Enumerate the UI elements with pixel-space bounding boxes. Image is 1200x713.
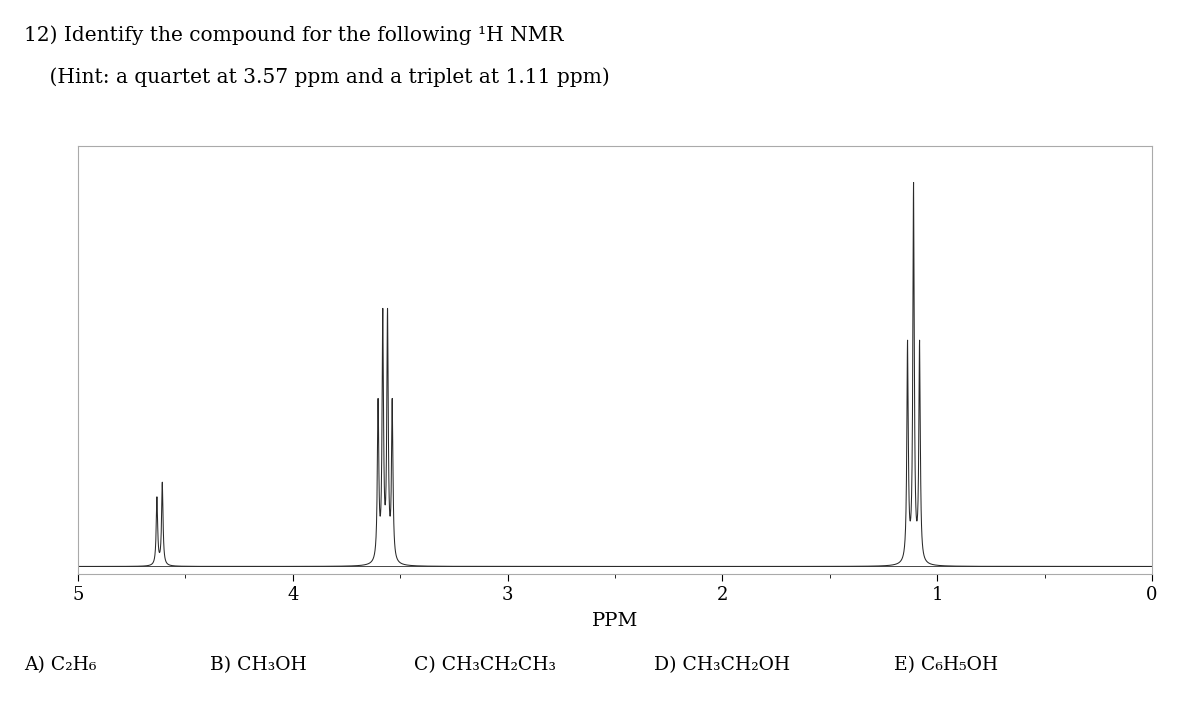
X-axis label: PPM: PPM [592,612,638,630]
Text: D) CH₃CH₂OH: D) CH₃CH₂OH [654,656,790,674]
Text: A) C₂H₆: A) C₂H₆ [24,656,96,674]
Text: B) CH₃OH: B) CH₃OH [210,656,307,674]
Text: 12) Identify the compound for the following ¹H NMR: 12) Identify the compound for the follow… [24,25,564,45]
Text: C) CH₃CH₂CH₃: C) CH₃CH₂CH₃ [414,656,556,674]
Text: (Hint: a quartet at 3.57 ppm and a triplet at 1.11 ppm): (Hint: a quartet at 3.57 ppm and a tripl… [24,68,610,88]
Text: E) C₆H₅OH: E) C₆H₅OH [894,656,998,674]
